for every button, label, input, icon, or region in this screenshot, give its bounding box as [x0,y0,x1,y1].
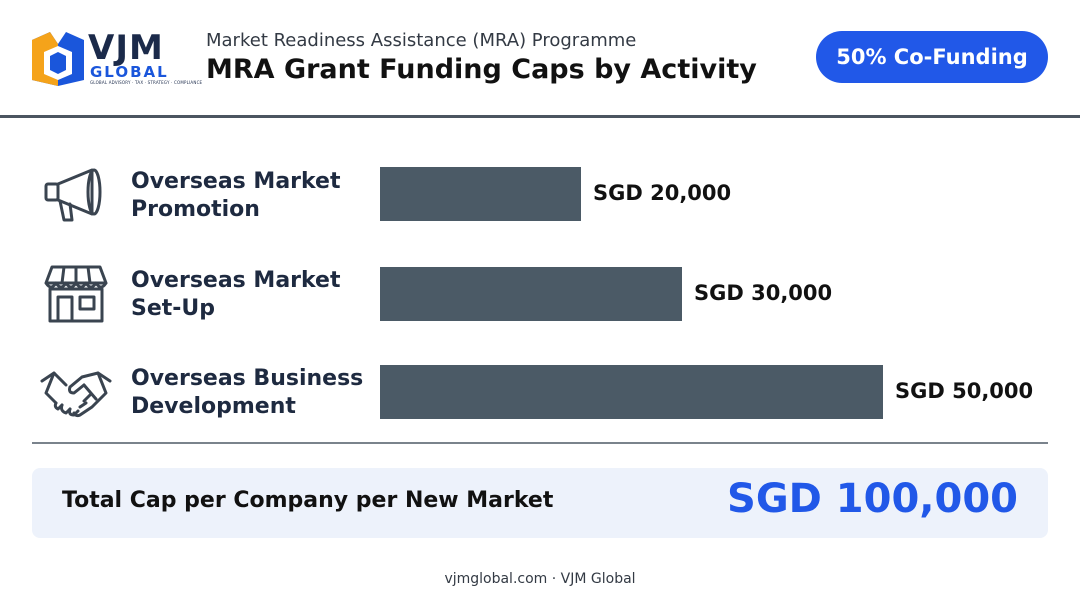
megaphone-icon [44,168,102,222]
logo-mark-icon [32,32,84,86]
category-label-2: Overseas Market Set-Up [131,267,341,323]
logo: VJM GLOBAL GLOBAL ADVISORY · TAX · STRAT… [30,28,202,88]
category-label-3-line-2: Development [131,394,296,419]
category-label-1-line-2: Promotion [131,197,260,222]
page-subtitle: Market Readiness Assistance (MRA) Progra… [206,30,637,51]
category-label-2-line-1: Overseas Market [131,268,341,293]
storefront-icon [44,265,108,323]
bar-overseas-business-development [380,365,883,419]
header-divider [0,115,1080,118]
logo-text: VJM [88,28,164,68]
footer-text: vjmglobal.com · VJM Global [444,571,636,587]
category-label-3: Overseas Business Development [131,365,363,421]
value-label-1: SGD 20,000 [593,181,732,205]
category-label-2-line-2: Set-Up [131,296,216,321]
co-funding-badge: 50% Co-Funding [816,31,1048,83]
section-divider [32,442,1048,444]
category-label-1: Overseas Market Promotion [131,168,341,224]
total-card: Total Cap per Company per New Market SGD… [32,468,1048,538]
total-value: SGD 100,000 [727,476,1018,522]
category-label-1-line-1: Overseas Market [131,169,341,194]
handshake-icon [40,371,112,418]
category-label-3-line-1: Overseas Business [131,366,364,391]
value-label-3: SGD 50,000 [895,379,1034,403]
bar-overseas-market-set-up [380,267,682,321]
bar-overseas-market-promotion [380,167,581,221]
total-label: Total Cap per Company per New Market [62,488,554,513]
logo-subtext: GLOBAL [90,63,169,81]
page-title: MRA Grant Funding Caps by Activity [206,54,757,85]
logo-tagline: GLOBAL ADVISORY · TAX · STRATEGY · COMPL… [90,80,203,85]
value-label-2: SGD 30,000 [694,281,833,305]
